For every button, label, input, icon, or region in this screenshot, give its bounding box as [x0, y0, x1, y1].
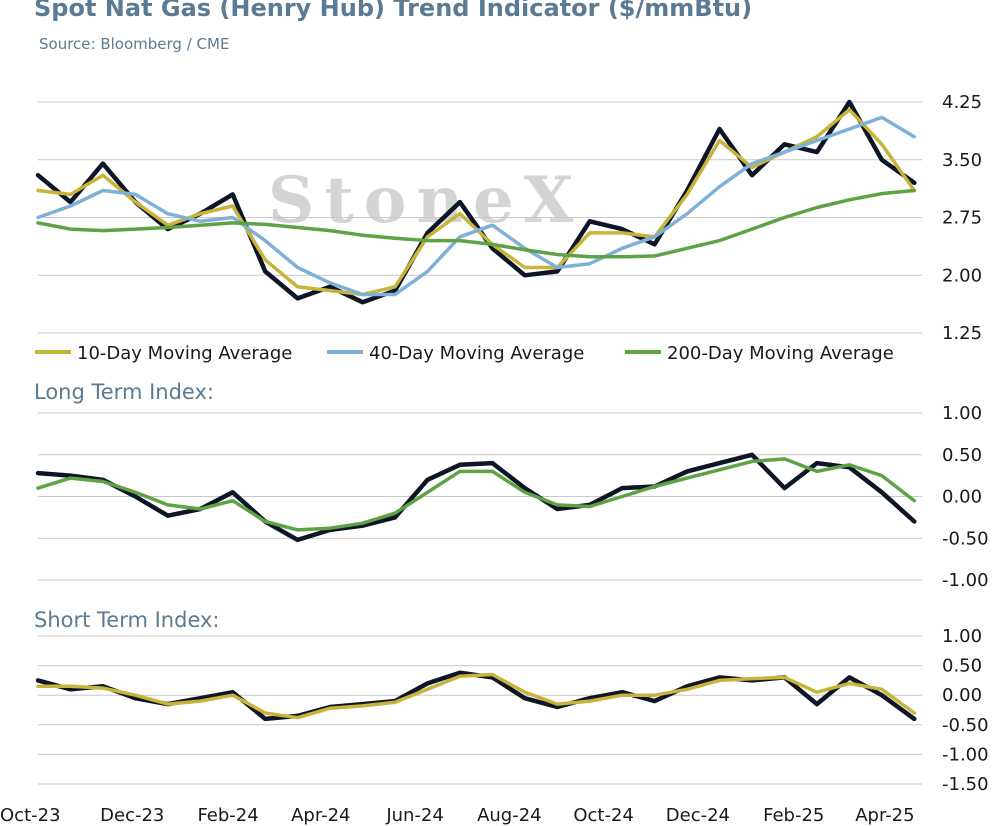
x-tick-label: Dec-23 [100, 805, 164, 826]
legend: 10-Day Moving Average 40-Day Moving Avera… [35, 343, 894, 364]
y-tick-label: 1.25 [942, 323, 982, 344]
series-lines [35, 99, 917, 722]
series-line-average [36, 457, 917, 532]
y-tick-label: -1.00 [942, 744, 989, 765]
y-tick-label: 0.00 [942, 487, 982, 508]
x-tick-label: Apr-24 [291, 805, 350, 826]
legend-entry: 200-Day Moving Average [667, 343, 894, 364]
x-axis-ticks: Oct-23 Dec-23 Feb-24 Apr-24 Jun-24 Aug-24 Oct-… [0, 805, 915, 826]
x-tick-label: Dec-24 [666, 805, 730, 826]
y-tick-label: -1.00 [942, 570, 989, 591]
x-tick-label: Feb-25 [763, 805, 824, 826]
y-tick-label: 2.00 [942, 265, 982, 286]
chart-source: Source: Bloomberg / CME [39, 35, 230, 53]
legend-entry: 40-Day Moving Average [369, 343, 584, 364]
watermark-logo: StoneX [268, 163, 583, 238]
long-term-index-label: Long Term Index: [34, 380, 214, 404]
x-tick-label: Oct-24 [573, 805, 634, 826]
x-tick-label: Jun-24 [385, 805, 444, 826]
chart-title: Spot Nat Gas (Henry Hub) Trend Indicator… [34, 0, 753, 22]
y-tick-label: 3.50 [942, 150, 982, 171]
y-tick-label: 1.00 [942, 626, 982, 647]
short-term-index-label: Short Term Index: [34, 608, 220, 632]
gridlines [38, 101, 922, 785]
legend-entry: 10-Day Moving Average [77, 343, 292, 364]
y-tick-label: -1.50 [942, 774, 989, 795]
x-tick-label: Oct-23 [0, 805, 61, 826]
y-tick-label: -0.50 [942, 528, 989, 549]
series-line-average [36, 672, 917, 720]
series-line-ma40 [36, 115, 917, 297]
x-tick-label: Apr-25 [855, 805, 914, 826]
series-line-ma200 [36, 188, 917, 259]
y-tick-label: 0.00 [942, 685, 982, 706]
series-line-index [35, 670, 917, 722]
y-tick-label: 2.75 [942, 208, 982, 229]
y-tick-label: -0.50 [942, 715, 989, 736]
x-tick-label: Feb-24 [197, 805, 258, 826]
y-tick-label: 1.00 [942, 403, 982, 424]
y-tick-label: 4.25 [942, 92, 982, 113]
x-tick-label: Aug-24 [477, 805, 542, 826]
series-line-ma10 [36, 107, 917, 297]
y-axis-ticks: 4.25 3.50 2.75 2.00 1.25 1.00 0.50 0.00 -0.50 -1.… [942, 92, 989, 795]
y-tick-label: 0.50 [942, 445, 982, 466]
series-line-index [35, 452, 917, 543]
y-tick-label: 0.50 [942, 656, 982, 677]
